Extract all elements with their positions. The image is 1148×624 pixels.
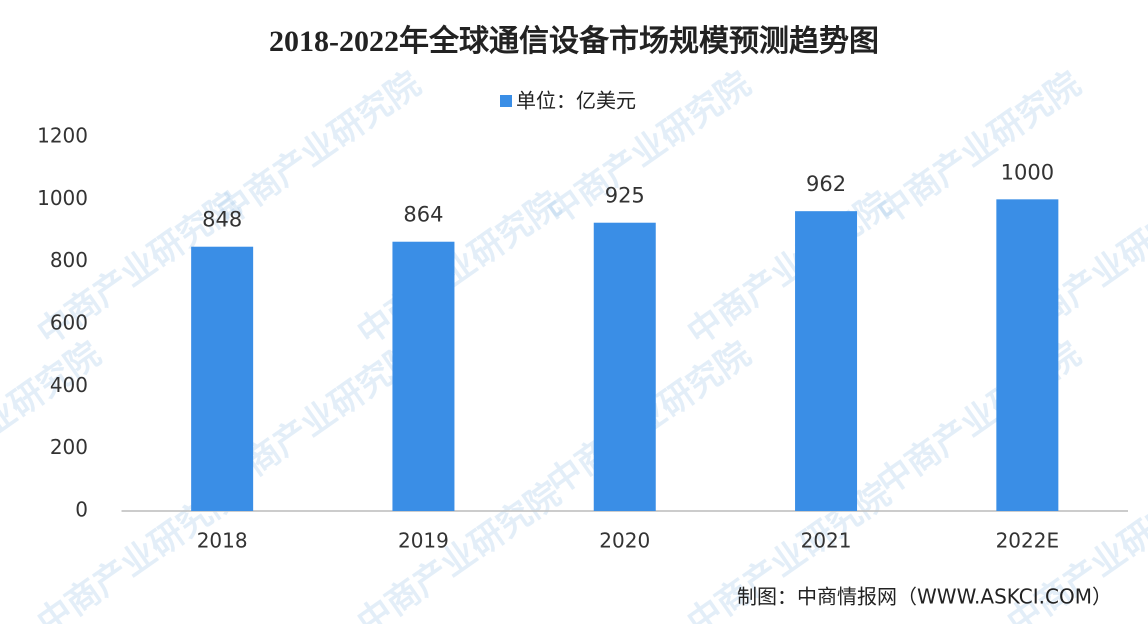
bar	[996, 199, 1059, 512]
watermark-text: 中商产业研究院	[680, 184, 898, 353]
legend-swatch	[500, 95, 512, 107]
x-tick-label: 2022E	[996, 529, 1060, 553]
y-tick-label: 1200	[37, 124, 88, 148]
bar	[593, 222, 656, 512]
value-label: 962	[806, 172, 846, 196]
value-label: 848	[202, 208, 242, 232]
source-note: 制图：中商情报网（WWW.ASKCI.COM）	[737, 585, 1112, 609]
y-tick-label: 200	[50, 435, 88, 459]
x-tick-label: 2021	[801, 529, 852, 553]
legend-label: 单位：亿美元	[516, 89, 636, 113]
bar	[392, 241, 455, 511]
bar	[795, 211, 858, 511]
value-label: 925	[605, 184, 645, 208]
y-tick-label: 1000	[37, 186, 88, 210]
bar	[191, 246, 254, 511]
x-tick-label: 2020	[599, 529, 650, 553]
y-tick-label: 600	[50, 311, 88, 335]
value-label: 1000	[1001, 160, 1054, 184]
x-tick-label: 2019	[398, 529, 449, 553]
y-tick-label: 0	[75, 498, 88, 522]
watermark-text: 中商产业研究院	[350, 184, 568, 353]
y-tick-label: 400	[50, 373, 88, 397]
chart-title: 2018-2022年全球通信设备市场规模预测趋势图	[269, 24, 879, 58]
x-tick-label: 2018	[197, 529, 248, 553]
watermark-text: 中商产业研究院	[350, 474, 568, 624]
value-label: 864	[403, 203, 443, 227]
watermark-text: 中商产业研究院	[210, 64, 428, 233]
watermark-text: 中商产业研究院	[0, 334, 108, 503]
y-tick-label: 800	[50, 248, 88, 272]
